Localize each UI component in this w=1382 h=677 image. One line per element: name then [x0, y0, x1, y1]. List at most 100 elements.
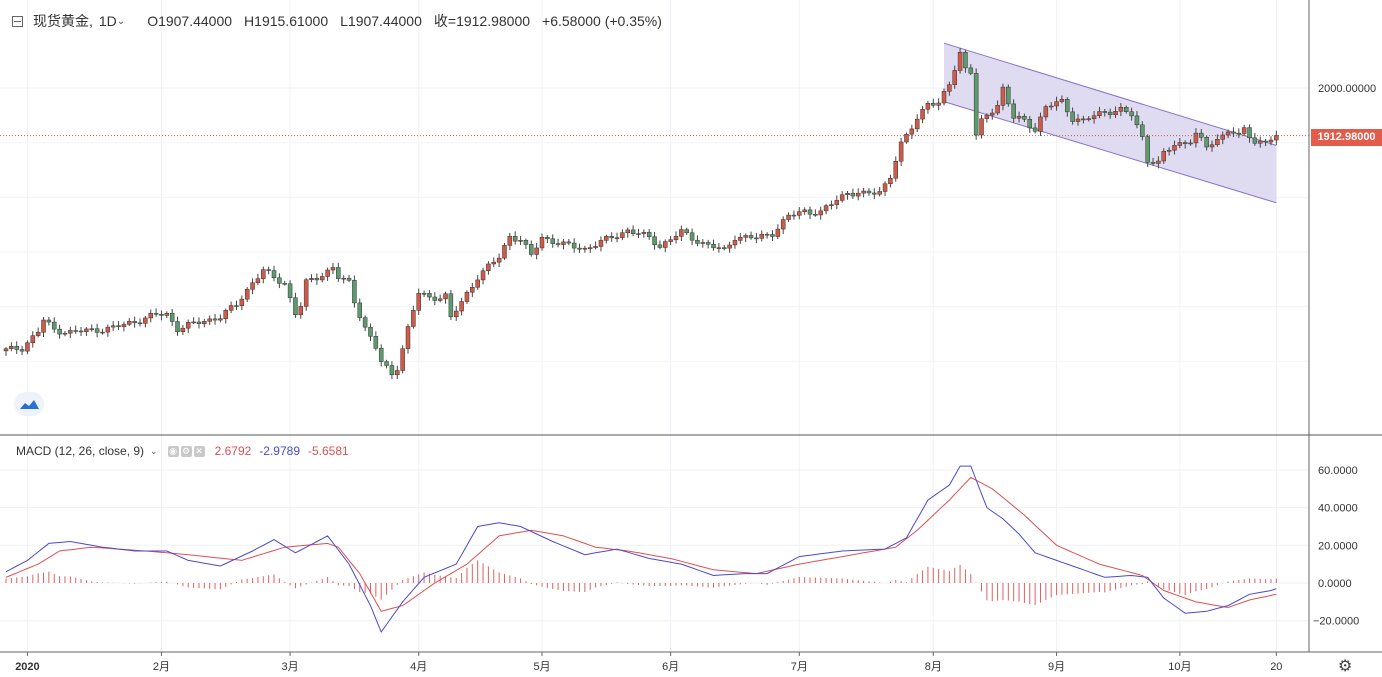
candle — [679, 225, 684, 241]
candle — [711, 239, 716, 251]
candle — [882, 181, 888, 197]
time-tick-label: 9月 — [1048, 661, 1065, 673]
collapse-icon[interactable] — [12, 15, 23, 27]
candle — [287, 280, 293, 303]
candle-body — [754, 237, 759, 240]
interval-label[interactable]: 1D — [98, 13, 117, 29]
candle-body — [57, 328, 62, 335]
candle-body — [1134, 115, 1140, 126]
candle — [1070, 107, 1075, 125]
gear-icon[interactable]: ⚙ — [180, 445, 192, 457]
candle — [1016, 111, 1022, 123]
candle-body — [30, 335, 36, 343]
close-icon[interactable]: ✕ — [193, 445, 205, 457]
candle-body — [561, 241, 566, 245]
candle-body — [373, 336, 379, 349]
candle-body — [582, 247, 588, 250]
candle-body — [330, 267, 336, 271]
macd-hist-value: 2.6792 — [214, 444, 252, 458]
candle-body — [1102, 111, 1108, 113]
candle-body — [625, 229, 631, 233]
brand-logo[interactable] — [14, 392, 44, 416]
candle-body — [421, 293, 427, 295]
candle — [212, 314, 218, 325]
candle — [845, 190, 850, 200]
time-tick-label: 6月 — [662, 661, 679, 673]
macd-tick-label: 20.0000 — [1318, 540, 1358, 552]
candle-body — [1011, 103, 1016, 119]
candle-body — [1038, 116, 1043, 132]
candle — [196, 317, 202, 329]
candle-body — [437, 298, 443, 301]
eye-icon[interactable]: ◉ — [167, 445, 179, 457]
candle-body — [121, 324, 127, 327]
candle — [121, 321, 127, 332]
candle — [1048, 102, 1054, 111]
candle-body — [389, 365, 395, 376]
candle — [1140, 121, 1145, 141]
candle-body — [180, 327, 186, 333]
candle — [1075, 114, 1081, 126]
candle — [185, 319, 191, 334]
candle-body — [196, 321, 202, 325]
candle-body — [202, 321, 207, 325]
settings-gear-icon[interactable]: ⚙ — [1338, 658, 1353, 675]
candle — [545, 234, 550, 244]
candle — [1118, 103, 1124, 117]
candle — [1022, 113, 1027, 123]
candle — [1097, 106, 1102, 119]
candle-body — [486, 263, 491, 272]
candle-body — [346, 277, 352, 281]
candle — [839, 191, 845, 203]
candle-body — [378, 348, 384, 362]
candle-body — [175, 321, 180, 333]
candle-body — [395, 370, 400, 376]
candle-body — [293, 297, 298, 316]
candle — [909, 124, 915, 140]
candle-body — [646, 231, 652, 237]
macd-label[interactable]: MACD (12, 26, close, 9) — [16, 444, 145, 458]
candle — [963, 50, 968, 73]
candle-body — [341, 277, 346, 280]
chevron-down-icon[interactable]: ⌄ — [116, 15, 126, 27]
candle-body — [105, 326, 111, 333]
candle — [448, 289, 454, 320]
last-price-label: 1912.98000 — [1311, 129, 1382, 146]
candle-body — [936, 102, 941, 106]
candle — [620, 229, 625, 241]
candle-body — [137, 322, 143, 325]
candle-body — [727, 244, 732, 249]
candle — [539, 233, 545, 251]
candle-body — [491, 261, 497, 265]
candle-body — [764, 233, 770, 236]
candle — [293, 292, 298, 318]
symbol-name[interactable]: 现货黄金, — [33, 13, 93, 29]
candle-body — [94, 328, 100, 333]
candle — [180, 324, 186, 335]
candle — [968, 64, 974, 76]
candle — [62, 331, 68, 337]
candle-body — [931, 102, 936, 106]
candle — [872, 188, 877, 200]
candle-body — [19, 349, 25, 352]
candle-body — [829, 204, 834, 206]
candle — [614, 232, 620, 243]
candle-body — [132, 321, 137, 324]
candle — [1268, 136, 1274, 146]
candle — [1231, 127, 1236, 138]
candle-body — [271, 270, 277, 278]
candle — [813, 209, 818, 217]
candle — [523, 238, 529, 250]
macd-signal-line — [5, 476, 1277, 612]
candle-body — [893, 161, 899, 179]
candle-body — [1274, 135, 1279, 141]
candle — [1102, 108, 1108, 117]
candle-body — [529, 244, 534, 255]
candle-body — [1032, 127, 1038, 132]
candle-body — [813, 214, 818, 216]
chevron-down-icon[interactable]: ⌄ — [150, 445, 158, 456]
candle-body — [1059, 99, 1065, 102]
candle — [636, 228, 641, 239]
candle — [432, 292, 438, 306]
